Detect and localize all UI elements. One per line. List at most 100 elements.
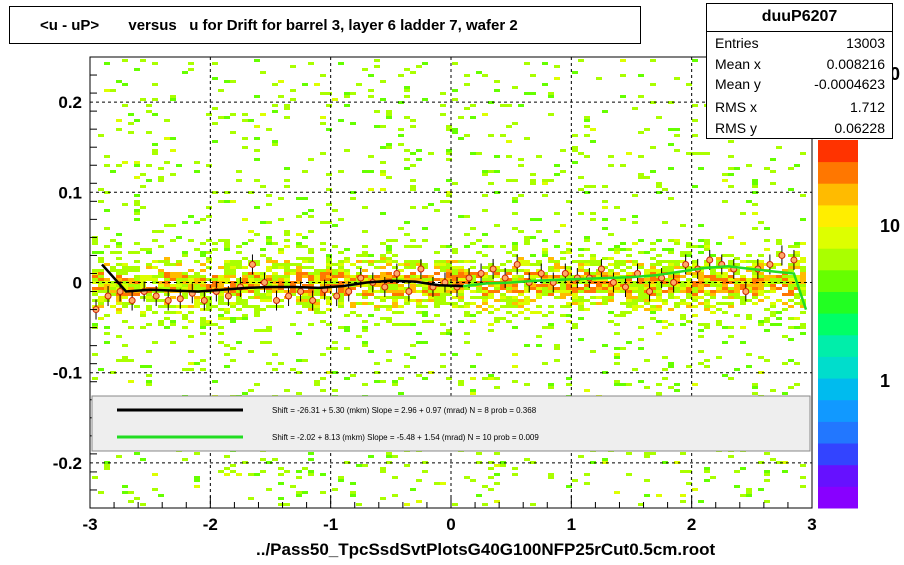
heatmap-cell (374, 308, 380, 311)
heatmap-cell (116, 296, 122, 299)
heatmap-cell (656, 392, 662, 395)
heatmap-cell (422, 239, 428, 242)
heatmap-cell (686, 251, 692, 254)
heatmap-cell (542, 239, 548, 242)
heatmap-cell (380, 98, 386, 101)
heatmap-cell (104, 341, 110, 344)
heatmap-cell (704, 323, 710, 326)
heatmap-cell (332, 272, 338, 275)
heatmap-cell (386, 272, 392, 275)
heatmap-cell (320, 353, 326, 356)
heatmap-cell (302, 296, 308, 299)
heatmap-cell (416, 311, 422, 314)
heatmap-cell (296, 245, 302, 248)
heatmap-cell (392, 311, 398, 314)
heatmap-cell (320, 269, 326, 272)
heatmap-cell (278, 473, 284, 476)
heatmap-cell (536, 311, 542, 314)
heatmap-cell (152, 311, 158, 314)
heatmap-cell (248, 119, 254, 122)
heatmap-cell (296, 332, 302, 335)
profile-point (405, 288, 413, 296)
heatmap-cell (146, 374, 152, 377)
heatmap-cell (200, 242, 206, 245)
heatmap-cell (146, 278, 152, 281)
heatmap-cell (140, 281, 146, 284)
heatmap-cell (794, 326, 800, 329)
heatmap-cell (614, 323, 620, 326)
heatmap-cell (98, 257, 104, 260)
heatmap-cell (506, 320, 512, 323)
heatmap-cell (446, 332, 452, 335)
heatmap-cell (158, 179, 164, 182)
heatmap-cell (764, 227, 770, 230)
heatmap-cell (602, 281, 608, 284)
heatmap-cell (548, 179, 554, 182)
profile-point (393, 269, 401, 277)
heatmap-cell (188, 269, 194, 272)
heatmap-cell (182, 251, 188, 254)
heatmap-cell (404, 86, 410, 89)
profile-point (682, 260, 690, 268)
heatmap-cell (656, 263, 662, 266)
heatmap-cell (134, 218, 140, 221)
heatmap-cell (296, 242, 302, 245)
heatmap-cell (290, 89, 296, 92)
heatmap-cell (428, 320, 434, 323)
heatmap-cell (632, 215, 638, 218)
heatmap-cell (368, 287, 374, 290)
heatmap-cell (398, 263, 404, 266)
heatmap-cell (482, 302, 488, 305)
heatmap-cell (758, 254, 764, 257)
heatmap-cell (368, 74, 374, 77)
heatmap-cell (296, 197, 302, 200)
heatmap-cell (248, 272, 254, 275)
heatmap-cell (134, 194, 140, 197)
heatmap-cell (482, 209, 488, 212)
heatmap-cell (800, 293, 806, 296)
heatmap-cell (716, 302, 722, 305)
heatmap-cell (218, 317, 224, 320)
heatmap-cell (338, 281, 344, 284)
heatmap-cell (314, 275, 320, 278)
heatmap-cell (356, 293, 362, 296)
heatmap-cell (638, 284, 644, 287)
heatmap-cell (704, 263, 710, 266)
heatmap-cell (332, 389, 338, 392)
heatmap-cell (254, 137, 260, 140)
heatmap-cell (116, 284, 122, 287)
heatmap-cell (158, 494, 164, 497)
heatmap-cell (350, 311, 356, 314)
heatmap-cell (530, 299, 536, 302)
heatmap-cell (386, 257, 392, 260)
heatmap-cell (314, 305, 320, 308)
heatmap-cell (380, 80, 386, 83)
heatmap-cell (536, 230, 542, 233)
heatmap-cell (506, 290, 512, 293)
heatmap-cell (500, 293, 506, 296)
heatmap-cell (194, 170, 200, 173)
heatmap-cell (194, 296, 200, 299)
heatmap-cell (416, 479, 422, 482)
heatmap-cell (200, 323, 206, 326)
heatmap-cell (728, 305, 734, 308)
heatmap-cell (566, 281, 572, 284)
heatmap-cell (200, 275, 206, 278)
heatmap-cell (734, 293, 740, 296)
heatmap-cell (428, 290, 434, 293)
heatmap-cell (590, 212, 596, 215)
heatmap-cell (788, 326, 794, 329)
heatmap-cell (440, 269, 446, 272)
heatmap-cell (266, 341, 272, 344)
heatmap-cell (554, 287, 560, 290)
heatmap-cell (578, 275, 584, 278)
heatmap-cell (572, 281, 578, 284)
heatmap-cell (716, 284, 722, 287)
heatmap-cell (128, 326, 134, 329)
heatmap-cell (728, 254, 734, 257)
heatmap-cell (710, 272, 716, 275)
heatmap-cell (140, 365, 146, 368)
heatmap-cell (566, 242, 572, 245)
heatmap-cell (140, 311, 146, 314)
heatmap-cell (308, 62, 314, 65)
